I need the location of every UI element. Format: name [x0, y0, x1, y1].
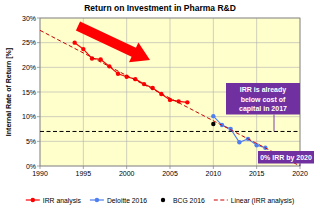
plot-area [40, 18, 300, 166]
annotation-text: below cost of [241, 96, 286, 103]
x-tick-label: 1995 [76, 170, 92, 177]
x-tick-label: 2000 [119, 170, 135, 177]
y-tick-label: 10% [22, 113, 36, 120]
y-tick [37, 141, 40, 142]
y-tick [37, 42, 40, 43]
y-tick-label: 20% [22, 64, 36, 71]
y-tick [37, 92, 40, 93]
x-tick-label: 2005 [162, 170, 178, 177]
legend-item: Deloitte 2016 [90, 197, 147, 204]
legend-marker [161, 198, 165, 202]
annotation-text: capital in 2017 [239, 105, 287, 113]
legend-item: Linear (IRR analysis) [214, 197, 294, 205]
y-tick [37, 18, 40, 19]
marks [40, 30, 300, 166]
x-tick [300, 166, 301, 169]
series-marker [116, 72, 120, 76]
grid [37, 18, 300, 169]
annotation-text: 0% IRR by 2020 [260, 154, 312, 162]
chart: 0% 5% 10% 15% 20% 25% 30% 1990 1995 2000 2005 2010 2… [0, 0, 320, 214]
y-tick [37, 116, 40, 117]
trend-arrow [76, 22, 150, 63]
legend-item: BCG 2016 [161, 197, 205, 204]
x-grid-line [126, 18, 127, 166]
legend: IRR analysis Deloitte 2016 BCG 2016 Linear … [26, 197, 294, 205]
x-tick [256, 166, 257, 169]
annotation-pointer [274, 115, 275, 132]
x-tick-label: 2010 [206, 170, 222, 177]
series-marker [237, 140, 241, 144]
legend-label: BCG 2016 [173, 197, 205, 204]
series-line [40, 30, 300, 166]
x-grid-line [213, 18, 214, 166]
y-axis-label: Internal Rate of Return [%] [5, 48, 13, 136]
y-tick-label: 5% [26, 138, 36, 145]
x-tick [40, 166, 41, 169]
x-tick [83, 166, 84, 169]
y-tick [37, 166, 40, 167]
x-tick-label: 1990 [32, 170, 48, 177]
series-marker [81, 47, 85, 51]
x-tick-label: 2015 [249, 170, 265, 177]
annotation-pointer [300, 164, 301, 167]
legend-label: IRR analysis [43, 197, 82, 205]
series-marker [211, 114, 215, 118]
annotation-box [258, 151, 314, 164]
reference-line [40, 131, 300, 132]
legend-marker [31, 198, 35, 202]
page: {"chart_data":{"type":"line","title":"Re… [0, 0, 320, 214]
annotation-box [226, 83, 300, 115]
series-line [213, 116, 265, 148]
title: Return on Investment in Pharma R&D [84, 3, 236, 13]
series-marker [211, 122, 215, 126]
x-grid-line [83, 18, 84, 166]
x-tick [126, 166, 127, 169]
legend-label: Deloitte 2016 [107, 197, 147, 204]
legend-item: IRR analysis [26, 197, 82, 205]
plot-frame [40, 18, 300, 166]
y-tick [37, 67, 40, 68]
x-grid-line [170, 18, 171, 166]
x-tick [213, 166, 214, 169]
legend-label: Linear (IRR analysis) [231, 197, 294, 205]
y-tick-label: 15% [22, 89, 36, 96]
series-marker [254, 143, 258, 147]
x-tick-label: 2020 [292, 170, 308, 177]
y-tick-label: 25% [22, 39, 36, 46]
series-marker [72, 40, 76, 44]
y-tick-label: 30% [22, 15, 36, 22]
x-tick [170, 166, 171, 169]
y-tick-label: 0% [26, 163, 36, 170]
series-marker [185, 100, 189, 104]
legend-line [214, 199, 228, 200]
legend-marker [95, 198, 99, 202]
annotation-text: IRR is already [240, 86, 286, 94]
